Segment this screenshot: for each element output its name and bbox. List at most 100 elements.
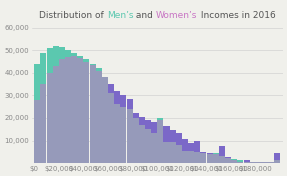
Bar [157, 120, 163, 163]
Bar [262, 162, 268, 163]
Bar [182, 139, 188, 163]
Bar [77, 56, 83, 163]
Bar [213, 154, 219, 163]
Bar [84, 62, 90, 163]
Text: Men’s: Men’s [107, 11, 133, 20]
Bar [200, 153, 206, 163]
Bar [90, 65, 96, 163]
Bar [207, 154, 213, 163]
Text: Distribution of: Distribution of [39, 11, 107, 20]
Bar [127, 109, 133, 163]
Bar [274, 153, 280, 163]
Bar [102, 77, 108, 163]
Bar [65, 57, 71, 163]
Bar [139, 125, 145, 163]
Bar [182, 151, 188, 163]
Bar [231, 160, 237, 163]
Bar [96, 68, 102, 163]
Bar [90, 64, 96, 163]
Bar [133, 118, 139, 163]
Bar [250, 162, 256, 163]
Bar [40, 84, 46, 163]
Bar [243, 160, 249, 163]
Bar [170, 130, 176, 163]
Bar [133, 118, 139, 163]
Bar [151, 133, 157, 163]
Bar [170, 142, 176, 163]
Bar [40, 53, 46, 163]
Bar [46, 73, 53, 163]
Bar [40, 84, 46, 163]
Bar [225, 158, 231, 163]
Bar [139, 117, 145, 163]
Bar [34, 64, 40, 163]
Bar [200, 153, 206, 163]
Bar [262, 162, 268, 163]
Bar [157, 118, 163, 163]
Bar [207, 153, 213, 163]
Bar [194, 140, 200, 163]
Bar [145, 120, 151, 163]
Bar [108, 93, 114, 163]
Bar [243, 162, 249, 163]
Bar [219, 156, 225, 163]
Bar [268, 162, 274, 163]
Bar [145, 129, 151, 163]
Bar [120, 107, 127, 163]
Bar [59, 59, 65, 163]
Bar [53, 66, 59, 163]
Bar [133, 114, 139, 163]
Bar [46, 73, 53, 163]
Text: Incomes in 2016: Incomes in 2016 [197, 11, 275, 20]
Bar [188, 143, 194, 163]
Bar [225, 158, 231, 163]
Bar [151, 122, 157, 163]
Bar [53, 46, 59, 163]
Bar [262, 162, 268, 163]
Bar [164, 142, 170, 163]
Bar [59, 59, 65, 163]
Bar [256, 162, 262, 163]
Bar [250, 162, 256, 163]
Bar [207, 154, 213, 163]
Bar [84, 62, 90, 163]
Bar [237, 162, 243, 163]
Bar [102, 77, 108, 163]
Bar [176, 145, 182, 163]
Bar [274, 160, 280, 163]
Bar [71, 56, 77, 163]
Bar [65, 50, 71, 163]
Bar [219, 146, 225, 163]
Bar [194, 152, 200, 163]
Bar [231, 159, 237, 163]
Bar [120, 107, 127, 163]
Bar [108, 84, 114, 163]
Bar [114, 104, 120, 163]
Bar [176, 133, 182, 163]
Bar [53, 66, 59, 163]
Bar [188, 151, 194, 163]
Bar [188, 151, 194, 163]
Bar [114, 104, 120, 163]
Bar [213, 154, 219, 163]
Bar [108, 93, 114, 163]
Text: and: and [133, 11, 156, 20]
Bar [170, 142, 176, 163]
Bar [176, 145, 182, 163]
Bar [114, 91, 120, 163]
Bar [200, 152, 206, 163]
Bar [237, 160, 243, 163]
Bar [65, 57, 71, 163]
Bar [182, 151, 188, 163]
Bar [256, 162, 262, 163]
Bar [84, 59, 90, 163]
Bar [243, 162, 249, 163]
Bar [96, 71, 102, 163]
Bar [139, 125, 145, 163]
Bar [237, 162, 243, 163]
Bar [268, 162, 274, 163]
Bar [213, 153, 219, 163]
Bar [268, 162, 274, 163]
Bar [77, 58, 83, 163]
Bar [46, 48, 53, 163]
